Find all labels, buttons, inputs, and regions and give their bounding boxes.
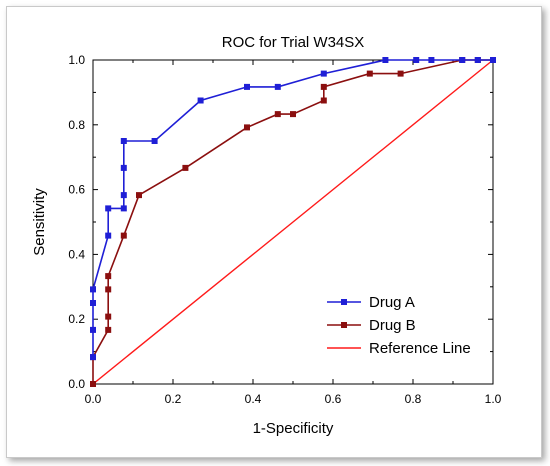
data-point-drug-a [244, 83, 250, 90]
data-point-drug-a [90, 286, 96, 293]
data-point-drug-a [90, 300, 96, 306]
data-point-drug-b [274, 111, 281, 118]
data-point-drug-a [120, 164, 127, 171]
data-point-drug-b [105, 286, 112, 293]
data-point-drug-b [290, 111, 296, 118]
data-point-drug-b [320, 83, 327, 90]
data-point-drug-a [382, 57, 389, 63]
y-tick-label: 1.0 [68, 53, 85, 67]
x-tick-label: 0.2 [165, 392, 182, 406]
data-point-drug-a [120, 138, 127, 144]
legend-label: Drug B [369, 317, 416, 334]
axes: 0.0 0.2 0.4 0.6 0.8 1.0 0.0 0.2 0.4 0.6 0.8 1.0 [68, 53, 501, 406]
data-point-drug-a [320, 70, 327, 77]
y-tick-label: 0.6 [68, 183, 85, 197]
x-tick-label: 0.0 [85, 392, 102, 406]
chart-title: ROC for Trial W34SX [222, 34, 365, 51]
data-point-drug-b [182, 164, 189, 171]
data-point-drug-b [136, 192, 142, 199]
data-point-drug-a [197, 97, 204, 104]
x-axis-label: 1-Specificity [253, 420, 334, 437]
x-tick-label: 0.6 [325, 392, 342, 406]
data-point-drug-b [105, 273, 112, 280]
series-line-drug-a [92, 59, 493, 358]
data-point-drug-a [120, 205, 127, 212]
data-point-drug-b [105, 326, 112, 333]
legend-item-drug-b: Drug B [327, 317, 416, 334]
y-tick-label: 0.8 [68, 118, 85, 132]
series-drug-a [90, 57, 496, 361]
data-point-drug-a [105, 205, 112, 212]
legend-item-reference-line: Reference Line [327, 340, 471, 357]
data-point-drug-a [428, 57, 435, 63]
data-point-drug-a [90, 326, 96, 333]
y-axis-label: Sensitivity [31, 188, 48, 256]
y-tick-label: 0.2 [68, 312, 85, 326]
data-point-drug-a [120, 192, 127, 199]
y-tick-label: 0.4 [68, 247, 85, 261]
data-point-drug-a [413, 57, 420, 63]
legend-label: Reference Line [369, 340, 471, 357]
data-point-drug-b [105, 313, 112, 320]
data-point-drug-a [490, 57, 496, 63]
legend-swatch-marker [341, 322, 347, 328]
series-layer [90, 57, 496, 387]
data-point-drug-a [459, 57, 466, 63]
legend-swatch-marker [341, 299, 347, 305]
x-tick-label: 1.0 [485, 392, 502, 406]
data-point-drug-a [90, 354, 96, 361]
series-reference-line [92, 59, 494, 385]
y-tick-label: 0.0 [68, 377, 85, 391]
legend-item-drug-a: Drug A [327, 294, 415, 311]
data-point-drug-b [244, 124, 250, 131]
data-point-drug-a [474, 57, 481, 63]
legend-label: Drug A [369, 294, 415, 311]
data-point-drug-b [320, 97, 327, 104]
data-point-drug-b [90, 381, 96, 387]
data-point-drug-b [366, 70, 373, 77]
series-line-reference-line [92, 59, 494, 385]
data-point-drug-a [274, 83, 281, 90]
x-tick-label: 0.4 [245, 392, 262, 406]
data-point-drug-b [120, 232, 127, 239]
data-point-drug-b [397, 70, 404, 77]
legend: Drug A Drug B Reference Line [327, 294, 471, 357]
data-point-drug-a [151, 138, 158, 144]
data-point-drug-a [105, 232, 112, 239]
x-tick-label: 0.8 [405, 392, 422, 406]
